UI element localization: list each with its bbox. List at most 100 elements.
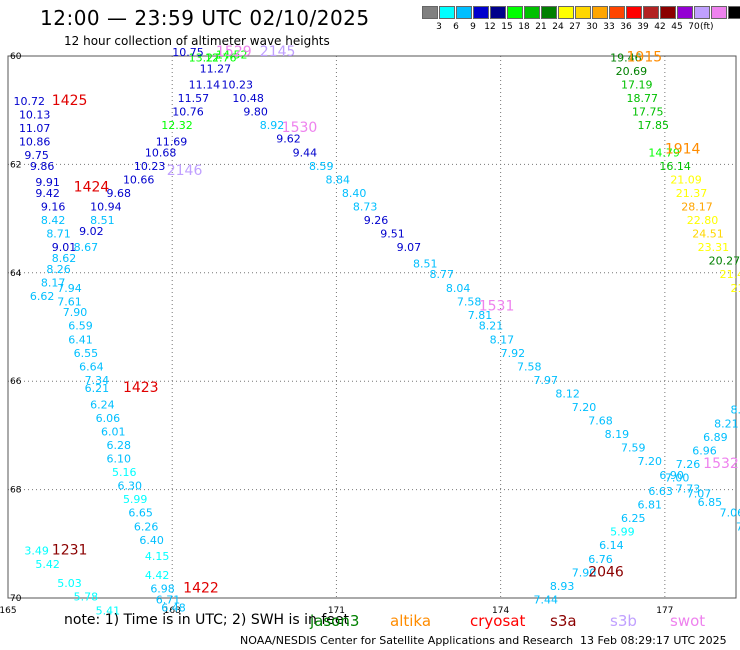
pass-time-label: 1915 [627, 49, 663, 65]
data-point: 8.21 [479, 320, 504, 333]
data-point: 5.03 [57, 577, 81, 590]
data-point: 7.68 [588, 415, 613, 428]
data-point: 7.07 [687, 488, 712, 501]
chart-title: 12:00 — 23:59 UTC 02/10/2025 [40, 6, 370, 30]
data-point: 10.72 [13, 95, 45, 108]
data-point: 7.59 [736, 520, 740, 533]
satellite-name: altika [390, 612, 432, 630]
data-point: 7.26 [676, 458, 701, 471]
pass-time-label: 1914 [665, 142, 701, 158]
data-point: 10.76 [172, 106, 204, 119]
data-point: 3.49 [24, 545, 48, 558]
data-point: 9.02 [79, 225, 104, 238]
footer-credit: NOAA/NESDIS Center for Satellite Applica… [240, 634, 574, 647]
chart-subtitle: 12 hour collection of altimeter wave hei… [64, 34, 330, 48]
colorbar-label: 9 [470, 22, 476, 32]
y-tick-label: 66 [10, 377, 22, 387]
data-point: 8.04 [446, 282, 471, 295]
colorbar-swatch [439, 6, 455, 19]
colorbar-label: 42 [654, 22, 666, 32]
data-point: 7.20 [572, 401, 597, 414]
pass-time-label: 2145 [260, 44, 296, 60]
data-point: 8.26 [46, 263, 71, 276]
data-point: 7.97 [533, 374, 558, 387]
data-point: 7.59 [621, 442, 646, 455]
data-point: 9.44 [293, 146, 318, 159]
colorbar-label: 45 [671, 22, 683, 32]
data-point: 22.80 [687, 214, 719, 227]
colorbar-swatch [660, 6, 676, 19]
data-point: 7.94 [57, 282, 81, 295]
data-point: 6.48 [161, 602, 186, 615]
data-point: 9.01 [52, 241, 77, 254]
colorbar-label: 36 [620, 22, 632, 32]
data-point: 9.51 [380, 228, 405, 241]
data-point: 11.07 [19, 122, 51, 135]
colorbar-swatch [609, 6, 625, 19]
colorbar-swatch [626, 6, 642, 19]
satellite-name: jason3 [310, 612, 360, 630]
colorbar-label: 30 [586, 22, 598, 32]
data-point: 6.25 [621, 512, 646, 525]
colorbar-swatch [473, 6, 489, 19]
pass-time-label: 1424 [74, 180, 110, 196]
data-point: 21.49 [720, 268, 740, 281]
data-point: 7.44 [533, 593, 558, 606]
data-point: 6.55 [74, 347, 99, 360]
data-point: 10.48 [232, 92, 264, 105]
data-point: 7.92 [501, 347, 526, 360]
colorbar-label: 33 [603, 22, 615, 32]
data-point: 6.85 [698, 496, 723, 509]
satellite-name: s3a [550, 612, 577, 630]
data-point: 13.27 [189, 51, 221, 64]
data-point: 17.19 [621, 79, 653, 92]
data-point: 5.99 [123, 493, 147, 506]
data-point: 5.41 [96, 604, 121, 617]
data-point: 6.89 [703, 431, 728, 444]
data-point: 21.09 [670, 173, 702, 186]
data-point: 10.66 [123, 173, 154, 186]
data-point: 9.16 [41, 200, 65, 213]
colorbar-label: 18 [518, 22, 530, 32]
data-point: 23.31 [698, 241, 730, 254]
y-tick-label: 62 [10, 160, 21, 170]
data-point: 6.90 [659, 469, 684, 482]
data-point: 8.40 [342, 187, 367, 200]
data-point: 7.00 [665, 471, 690, 484]
data-point: 7.58 [457, 295, 482, 308]
y-tick-label: 64 [10, 269, 22, 279]
data-point: 6.64 [79, 360, 104, 373]
plot-frame [7, 55, 737, 599]
colorbar-label: 12 [484, 22, 496, 32]
colorbar-swatch [524, 6, 540, 19]
data-point: 8.42 [41, 214, 65, 227]
data-point: 6.62 [30, 290, 55, 303]
colorbar-swatch [575, 6, 591, 19]
pass-time-label: 1231 [52, 543, 88, 559]
colorbar-swatch [456, 6, 472, 19]
colorbar-swatch [677, 6, 693, 19]
colorbar-swatch [592, 6, 608, 19]
colorbar-label: 39 [637, 22, 649, 32]
data-point: 5.16 [112, 466, 137, 479]
pass-time-label: 1531 [479, 299, 515, 315]
data-point: 6.30 [117, 480, 142, 493]
pass-time-label: 2146 [167, 163, 203, 179]
data-point: 10.13 [19, 108, 51, 121]
data-point: 9.80 [243, 106, 267, 119]
data-point: 9.86 [30, 160, 55, 173]
data-point: 6.01 [101, 425, 126, 438]
data-point: 21.37 [676, 187, 708, 200]
satellite-name: swot [670, 612, 706, 630]
colorbar-unit: (ft) [700, 22, 714, 32]
data-point: 7.06 [720, 507, 740, 520]
colorbar-swatch [507, 6, 523, 19]
data-point: 8.93 [550, 580, 575, 593]
x-tick-label: 168 [164, 606, 181, 616]
data-point: 8.21 [714, 417, 739, 430]
data-point: 6.71 [156, 593, 181, 606]
data-point: 24.51 [692, 228, 724, 241]
pass-time-label: 1425 [52, 93, 88, 109]
x-tick-label: 171 [328, 606, 345, 616]
